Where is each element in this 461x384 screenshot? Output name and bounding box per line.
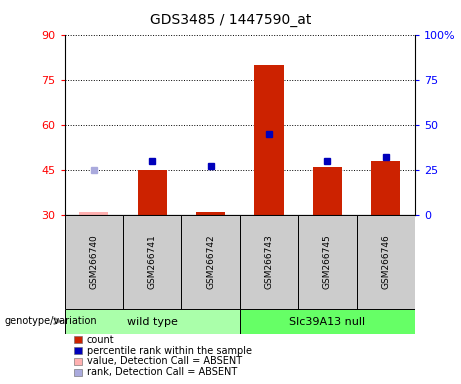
Bar: [79, 212, 108, 215]
Bar: [356, 215, 415, 309]
Text: GSM266743: GSM266743: [265, 235, 273, 290]
Text: GDS3485 / 1447590_at: GDS3485 / 1447590_at: [150, 13, 311, 27]
Bar: [65, 309, 240, 334]
Bar: [298, 215, 356, 309]
Bar: [196, 212, 225, 215]
Text: wild type: wild type: [127, 316, 177, 327]
Text: GSM266740: GSM266740: [89, 235, 98, 290]
Text: GSM266742: GSM266742: [206, 235, 215, 290]
Bar: [123, 215, 181, 309]
Text: rank, Detection Call = ABSENT: rank, Detection Call = ABSENT: [87, 367, 237, 377]
Text: count: count: [87, 335, 114, 345]
Bar: [371, 161, 400, 215]
Text: genotype/variation: genotype/variation: [5, 316, 97, 326]
Bar: [240, 309, 415, 334]
Bar: [79, 212, 108, 215]
Bar: [313, 167, 342, 215]
Text: GSM266741: GSM266741: [148, 235, 157, 290]
Bar: [137, 170, 167, 215]
Bar: [240, 215, 298, 309]
Bar: [65, 215, 123, 309]
Text: Slc39A13 null: Slc39A13 null: [289, 316, 366, 327]
Text: percentile rank within the sample: percentile rank within the sample: [87, 346, 252, 356]
Bar: [254, 65, 284, 215]
Text: GSM266746: GSM266746: [381, 235, 390, 290]
Bar: [181, 215, 240, 309]
Text: GSM266745: GSM266745: [323, 235, 332, 290]
Text: value, Detection Call = ABSENT: value, Detection Call = ABSENT: [87, 356, 242, 366]
